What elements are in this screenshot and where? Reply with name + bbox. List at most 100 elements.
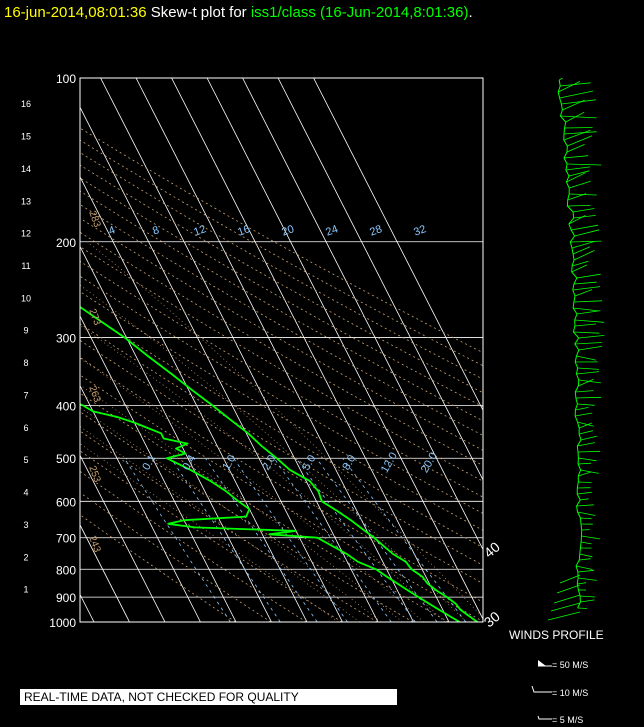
height-label-10: 10 (21, 293, 31, 303)
mixing-ratio-line-3 (233, 457, 348, 622)
pressure-label-600: 600 (56, 495, 76, 509)
wind-barb-14 (567, 163, 602, 166)
wind-barb-low-3 (550, 602, 581, 612)
barb-5-icon (537, 715, 552, 720)
wind-barb-low-2 (553, 594, 581, 604)
dry-adiabat-243 (80, 492, 272, 622)
mixing-ratio-label-upper-12: 12 (192, 223, 208, 238)
adiabat-label-left-273: 273 (86, 307, 102, 327)
pressure-label-500: 500 (56, 452, 76, 466)
height-label-6: 6 (23, 423, 28, 433)
wind-barb-20 (567, 193, 587, 201)
height-label-4: 4 (23, 488, 28, 498)
chart-title: 16-jun-2014,08:01:36 Skew-t plot for iss… (4, 4, 473, 21)
wind-barb-29 (572, 246, 591, 255)
moist-adiabat-1 (80, 426, 360, 622)
mixing-ratio-label-lower-0.1: 0.1 (140, 453, 158, 472)
moist-adiabat-6 (80, 284, 467, 622)
wind-barb-49 (576, 371, 600, 375)
mixing-ratio-label-lower-5.0: 5.0 (300, 453, 318, 472)
wind-barb-33 (576, 273, 601, 279)
mixing-ratio-label-lower-20.0: 20.0 (419, 450, 440, 475)
wind-barb-41 (574, 323, 597, 327)
dry-adiabat-413 (80, 204, 483, 436)
wind-barb-83 (578, 577, 597, 581)
mixing-ratio-label-upper-4: 4 (107, 224, 117, 237)
wind-barb-77 (581, 541, 592, 545)
isotherm--60 (80, 454, 166, 622)
height-label-12: 12 (21, 229, 31, 239)
wind-barb-84 (577, 582, 587, 585)
pressure-label-1000: 1000 (49, 616, 76, 630)
wind-barb-43 (578, 335, 605, 339)
isotherm-60 (313, 78, 483, 412)
wind-barb-25 (571, 224, 599, 231)
height-label-7: 7 (23, 390, 28, 400)
adiabat-label-left-263: 263 (86, 384, 102, 404)
wind-barb-59 (579, 430, 593, 435)
wind-barb-6 (560, 115, 597, 119)
height-label-9: 9 (23, 326, 28, 336)
wind-barb-42 (573, 331, 600, 334)
wind-barb-71 (576, 504, 594, 507)
wind-barb-79 (579, 553, 593, 558)
wind-barb-15 (565, 166, 591, 171)
wind-barb-0 (558, 78, 564, 81)
wind-barb-35 (572, 286, 601, 291)
dry-adiabat-423 (80, 190, 483, 422)
wind-barb-low-0 (559, 574, 581, 584)
mixing-ratio-line-7 (342, 457, 467, 622)
isotherm-20 (171, 78, 450, 622)
wind-barb-3 (559, 90, 594, 99)
wind-barb-64 (578, 462, 592, 465)
wind-barb-48 (577, 367, 599, 370)
wind-barb-62 (577, 450, 601, 453)
height-label-14: 14 (21, 164, 31, 174)
wind-barb-55 (575, 407, 589, 411)
mixing-ratio-label-lower-12.0: 12.0 (379, 450, 400, 475)
wind-barb-67 (578, 481, 592, 483)
mixing-ratio-label-upper-32: 32 (412, 223, 428, 238)
wind-barb-65 (580, 469, 599, 474)
isotherm--40 (80, 315, 237, 622)
wind-barb-2 (558, 81, 581, 93)
dewpoint-line (80, 403, 461, 622)
wind-barb-54 (577, 403, 595, 406)
dry-adiabat-403 (80, 217, 483, 451)
temp-label-right-40: 40 (481, 538, 503, 560)
isotherm--20 (80, 176, 308, 622)
wind-barb-40 (574, 319, 605, 323)
isotherm-30 (206, 78, 483, 620)
wind-barb-26 (574, 229, 600, 237)
title-period: . (468, 4, 473, 21)
height-label-3: 3 (23, 520, 28, 530)
wind-barb-7 (565, 111, 585, 123)
wind-barb-31 (571, 260, 589, 267)
wind-barb-13 (563, 155, 589, 159)
mixing-ratio-label-upper-8: 8 (151, 224, 161, 237)
quality-notice: REAL-TIME DATA, NOT CHECKED FOR QUALITY (20, 689, 397, 705)
wind-barb-16 (568, 170, 590, 177)
wind-legend-barbs (531, 660, 552, 720)
mixing-ratio-line-6 (316, 457, 438, 622)
isotherm-0 (100, 78, 379, 622)
wind-barb-46 (576, 355, 596, 361)
wind-barb-73 (580, 517, 592, 519)
wind-barb-72 (577, 511, 596, 516)
pressure-label-800: 800 (56, 563, 76, 577)
wind-legend-10: = 10 M/S (552, 688, 589, 698)
barb-50-icon (538, 660, 546, 666)
pressure-label-700: 700 (56, 532, 76, 546)
mixing-ratio-label-upper-16: 16 (236, 223, 252, 238)
temp-label-right-30: 30 (481, 608, 503, 630)
wind-barb-12 (566, 144, 585, 153)
wind-barb-27 (570, 240, 602, 243)
wind-barb-39 (576, 310, 601, 315)
wind-barb-82 (577, 569, 595, 573)
winds-profile-title: WINDS PROFILE (509, 628, 604, 642)
wind-barb-11 (567, 135, 593, 147)
wind-barb-61 (577, 442, 595, 447)
mixing-ratio-line-5 (295, 457, 416, 622)
mixing-ratio-line-4 (273, 457, 392, 622)
wind-barb-69 (577, 491, 592, 495)
